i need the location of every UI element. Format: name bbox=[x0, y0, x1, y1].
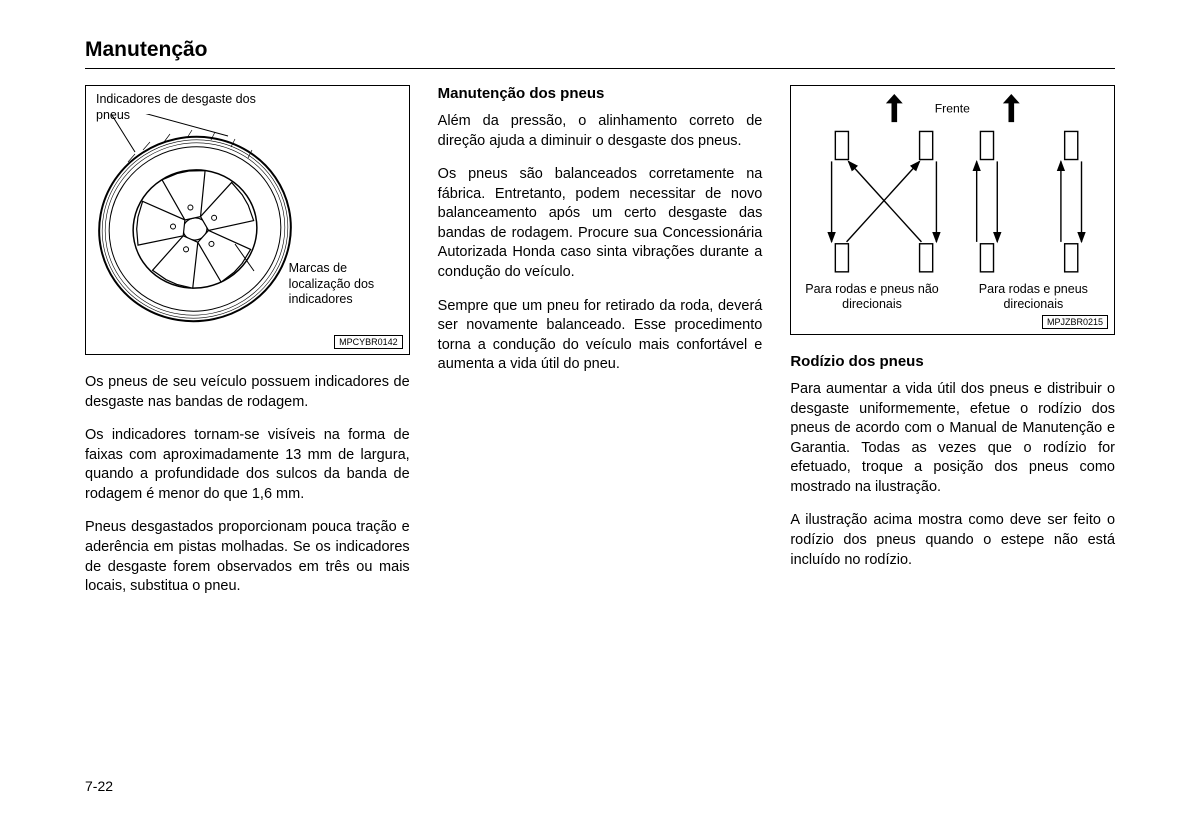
col2-p1: Além da pressão, o alinhamento correto d… bbox=[438, 112, 763, 151]
col2-heading: Manutenção dos pneus bbox=[438, 85, 763, 102]
fig2-caption-right: Para rodas e pneus direcionais bbox=[953, 282, 1114, 312]
col3-heading: Rodízio dos pneus bbox=[790, 353, 1115, 370]
content-columns: Indicadores de desgaste dos pneus Marcas… bbox=[85, 85, 1115, 611]
figure-tire-wear: Indicadores de desgaste dos pneus Marcas… bbox=[85, 85, 410, 355]
page-title: Manutenção bbox=[85, 38, 1115, 69]
col3-p2: A ilustração acima mostra como deve ser … bbox=[790, 511, 1115, 570]
col1-p2: Os indicadores tornam-se visíveis na for… bbox=[85, 426, 410, 504]
col1-p3: Pneus desgastados proporcionam pouca tra… bbox=[85, 518, 410, 596]
page-number: 7-22 bbox=[85, 778, 113, 794]
fig1-code: MPCYBR0142 bbox=[334, 335, 403, 349]
col3-p1: Para aumentar a vida útil dos pneus e di… bbox=[790, 380, 1115, 497]
fig2-code: MPJZBR0215 bbox=[1042, 315, 1108, 329]
fig2-top-label: Frente bbox=[935, 102, 970, 116]
tire-illustration bbox=[80, 114, 340, 344]
column-1: Indicadores de desgaste dos pneus Marcas… bbox=[85, 85, 410, 611]
col2-p3: Sempre que um pneu for retirado da roda,… bbox=[438, 297, 763, 375]
col1-p1: Os pneus de seu veículo possuem indicado… bbox=[85, 373, 410, 412]
column-3: Frente bbox=[790, 85, 1115, 611]
column-2: Manutenção dos pneus Além da pressão, o … bbox=[438, 85, 763, 611]
col2-p2: Os pneus são balanceados corretamente na… bbox=[438, 165, 763, 282]
figure-tire-rotation: Frente bbox=[790, 85, 1115, 335]
fig2-caption-left: Para rodas e pneus não direcionais bbox=[791, 282, 952, 312]
